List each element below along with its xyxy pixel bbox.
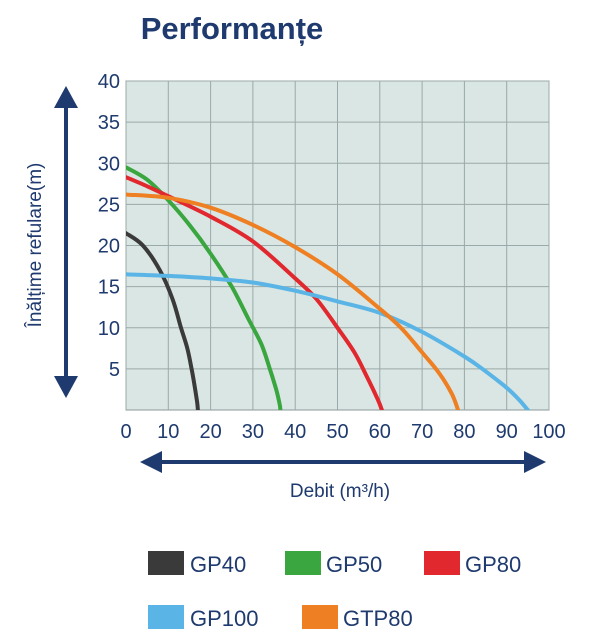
x-tick-label: 20 bbox=[199, 421, 221, 443]
y-tick-label: 10 bbox=[98, 318, 120, 340]
series-line-gtp80 bbox=[126, 192, 461, 410]
legend-swatch bbox=[424, 551, 460, 575]
x-tick-label: 60 bbox=[369, 421, 391, 443]
legend-label: GP50 bbox=[326, 552, 382, 577]
x-tick-label: 50 bbox=[326, 421, 348, 443]
x-tick-label: 0 bbox=[120, 421, 131, 443]
legend-swatch bbox=[302, 605, 338, 629]
legend-label: GTP80 bbox=[343, 606, 413, 631]
legend-item-gp80: GP80 bbox=[424, 551, 521, 577]
legend-item-gp40: GP40 bbox=[148, 551, 246, 577]
x-tick-label: 100 bbox=[532, 421, 565, 443]
x-tick-label: 80 bbox=[453, 421, 475, 443]
legend-label: GP80 bbox=[465, 552, 521, 577]
legend-item-gp100: GP100 bbox=[148, 605, 259, 631]
x-tick-label: 30 bbox=[242, 421, 264, 443]
x-tick-label: 10 bbox=[157, 421, 179, 443]
y-axis-label: Înălțime refulare(m) bbox=[24, 163, 46, 329]
grid-lines bbox=[125, 80, 550, 410]
series-line-gp80 bbox=[126, 175, 384, 410]
legend-swatch bbox=[285, 551, 321, 575]
y-axis-ticks: 5 10 15 20 25 30 35 40 bbox=[98, 71, 120, 381]
legend-label: GP40 bbox=[190, 552, 246, 577]
y-tick-label: 25 bbox=[98, 194, 120, 216]
y-tick-label: 35 bbox=[98, 112, 120, 134]
x-tick-label: 90 bbox=[496, 421, 518, 443]
y-tick-label: 40 bbox=[98, 71, 120, 93]
plot-area bbox=[125, 80, 550, 411]
legend-swatch bbox=[148, 551, 184, 575]
y-tick-label: 20 bbox=[98, 236, 120, 258]
y-axis-arrow bbox=[54, 86, 78, 398]
legend-label: GP100 bbox=[190, 606, 259, 631]
legend: GP40 GP50 GP80 GP100 GTP80 bbox=[148, 551, 521, 631]
x-tick-label: 40 bbox=[284, 421, 306, 443]
chart-title: Performanțe bbox=[141, 11, 324, 46]
y-tick-label: 5 bbox=[109, 359, 120, 381]
series-line-gp100 bbox=[126, 272, 530, 410]
legend-swatch bbox=[148, 605, 184, 629]
series-lines bbox=[126, 165, 530, 410]
x-axis-ticks: 0 10 20 30 40 50 60 70 80 90 100 bbox=[120, 421, 565, 443]
series-line-gp40 bbox=[126, 231, 200, 410]
x-axis-label: Debit (m³/h) bbox=[290, 481, 390, 502]
legend-item-gp50: GP50 bbox=[285, 551, 382, 577]
x-axis-arrow bbox=[140, 451, 546, 473]
x-tick-label: 70 bbox=[411, 421, 433, 443]
y-tick-label: 30 bbox=[98, 153, 120, 175]
legend-item-gtp80: GTP80 bbox=[302, 605, 413, 631]
y-tick-label: 15 bbox=[98, 277, 120, 299]
